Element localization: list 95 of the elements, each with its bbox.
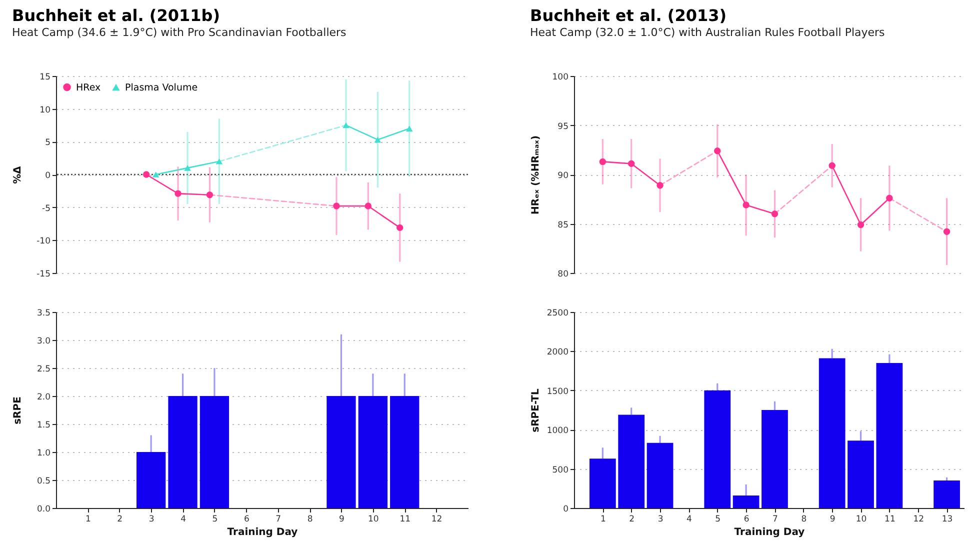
point — [771, 210, 778, 218]
x-tick-label: 6 — [744, 514, 750, 524]
point — [406, 126, 413, 132]
x-tick-label: 4 — [180, 514, 186, 524]
x-tick-label: 7 — [276, 514, 282, 524]
y-tick-label: 0.0 — [36, 504, 50, 514]
x-tick-label: 2 — [629, 514, 635, 524]
y-tick-label: 2.0 — [36, 392, 50, 402]
point — [333, 202, 340, 210]
y-tick-label: 3.5 — [36, 308, 50, 318]
point — [599, 158, 606, 166]
y-tick-label: 3.0 — [36, 336, 50, 346]
point — [216, 158, 223, 164]
chart-subtitle: Heat Camp (32.0 ± 1.0°C) with Australian Rules Football Players — [530, 26, 886, 39]
legend-label: Plasma Volume — [125, 82, 198, 94]
point — [184, 165, 191, 171]
y-tick-label: 2.5 — [36, 364, 50, 374]
y-tick-label: 1500 — [546, 386, 568, 397]
x-tick-label: 10 — [368, 514, 379, 524]
y-tick-label: -10 — [36, 236, 50, 247]
y-tick-label: 2000 — [546, 348, 568, 358]
point — [656, 182, 664, 189]
y-tick-label: 5 — [45, 138, 50, 148]
y-tick-label: 1.0 — [36, 448, 50, 458]
x-tick-label: 1 — [600, 514, 606, 524]
x-tick-label: 8 — [307, 514, 313, 524]
point — [828, 162, 836, 169]
x-tick-label: 9 — [830, 514, 836, 524]
y-tick-label: 15 — [40, 72, 50, 82]
y-tick-label: 2500 — [546, 308, 568, 318]
chart-subtitle: Heat Camp (34.6 ± 1.9°C) with Pro Scandinavian Footballers — [12, 26, 347, 39]
bar — [646, 442, 674, 508]
bar — [848, 440, 874, 508]
bar — [589, 458, 616, 508]
x-tick-label: 12 — [431, 514, 442, 524]
x-axis-title: Training Day — [734, 527, 806, 538]
x-tick-label: 10 — [856, 514, 867, 524]
chart-title: Buchheit et al. (2013) — [530, 6, 727, 25]
y-axis-title: %Δ — [12, 166, 24, 184]
y-axis-title: sRPE — [12, 396, 24, 424]
x-tick-label: 3 — [148, 514, 154, 524]
x-tick-label: 6 — [244, 514, 250, 524]
point — [886, 194, 893, 202]
point — [152, 172, 160, 178]
y-axis-title: HRₑₓ (%HRₘₐₓ) — [530, 135, 542, 215]
y-tick-label: -5 — [42, 204, 50, 214]
point — [374, 136, 382, 143]
bar — [732, 495, 760, 508]
point — [142, 171, 150, 178]
bar — [704, 390, 731, 508]
x-tick-label: 2 — [117, 514, 123, 524]
point — [628, 160, 635, 168]
x-tick-label: 12 — [913, 514, 924, 524]
point — [714, 148, 721, 154]
x-tick-label: 11 — [884, 514, 896, 524]
y-tick-label: 90 — [558, 171, 568, 181]
x-tick-label: 4 — [686, 514, 692, 524]
y-tick-label: 85 — [558, 220, 568, 230]
x-tick-label: 7 — [772, 514, 778, 524]
y-tick-label: 0 — [45, 171, 50, 181]
point — [857, 221, 864, 228]
x-tick-label: 8 — [801, 514, 807, 524]
point — [364, 202, 372, 210]
x-tick-label: 13 — [942, 514, 953, 524]
x-tick-label: 3 — [658, 514, 664, 524]
y-tick-label: 500 — [552, 465, 568, 476]
y-tick-label: 95 — [558, 122, 568, 132]
point — [342, 122, 350, 128]
y-tick-label: 0 — [563, 504, 568, 514]
y-tick-label: 80 — [558, 270, 568, 280]
x-tick-label: 1 — [85, 514, 91, 524]
x-tick-label: 5 — [715, 514, 721, 524]
x-tick-label: 5 — [212, 514, 218, 524]
y-axis-title: sRPE-TL — [530, 388, 542, 432]
point — [943, 228, 950, 235]
x-tick-label: 11 — [400, 514, 411, 524]
bar — [762, 410, 788, 508]
bar — [934, 480, 960, 508]
bar — [876, 362, 903, 508]
legend-label: HRex — [76, 82, 101, 94]
bar — [618, 414, 645, 508]
chart-title: Buchheit et al. (2011b) — [12, 6, 220, 25]
y-tick-label: 10 — [40, 105, 50, 116]
y-tick-label: 100 — [552, 72, 568, 82]
point — [174, 190, 182, 197]
y-tick-label: -15 — [36, 270, 50, 280]
y-tick-label: 1000 — [546, 426, 568, 436]
point — [742, 202, 750, 208]
point — [206, 192, 214, 198]
bar — [818, 358, 846, 508]
x-axis-title: Training Day — [227, 527, 298, 538]
x-tick-label: 9 — [339, 514, 344, 524]
y-tick-label: 1.5 — [36, 420, 50, 430]
point — [396, 224, 404, 232]
y-tick-label: 0.5 — [36, 476, 50, 486]
